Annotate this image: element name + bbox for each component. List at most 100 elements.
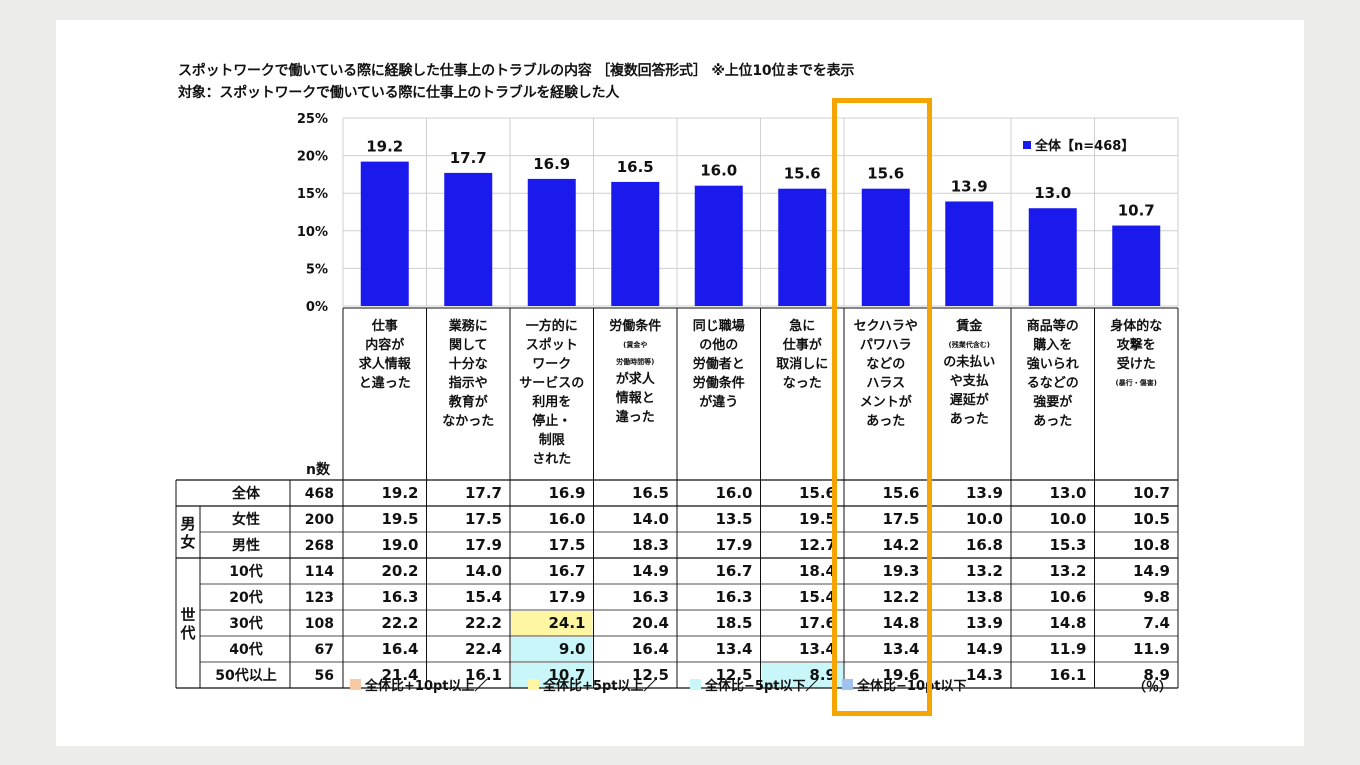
category-label-line: 一方的に <box>526 318 578 334</box>
category-label-line: 関して <box>449 338 488 353</box>
category-label-line: 賃金 <box>955 318 983 334</box>
bar <box>778 188 827 306</box>
legend-bottom-swatch <box>690 679 701 690</box>
category-label-line: スポット <box>526 337 578 353</box>
table-cell: 22.2 <box>381 614 418 632</box>
table-cell: 11.9 <box>1049 640 1086 658</box>
bar-value-label: 19.2 <box>366 138 403 156</box>
category-label-line: 業務に <box>448 318 488 334</box>
table-cell: 19.3 <box>882 562 919 580</box>
table-cell: 19.6 <box>882 666 919 684</box>
table-cell: 14.9 <box>1133 562 1170 580</box>
table-cell: 15.3 <box>1049 536 1086 554</box>
table-cell: 24.1 <box>548 614 585 632</box>
table-cell: 19.5 <box>799 510 836 528</box>
cell-highlight <box>511 611 593 636</box>
table-cell: 14.2 <box>882 536 919 554</box>
slide <box>56 20 1304 746</box>
table-cell: 14.0 <box>632 510 669 528</box>
table-cell: 18.4 <box>799 562 836 580</box>
category-label: 賃金 (残業代含む) の未払いや支払遅延があった <box>943 318 995 427</box>
table-cell: 17.5 <box>548 536 585 554</box>
table-cell: 20.4 <box>632 614 669 632</box>
legend-bottom-label: 全体比−10pt以下 <box>856 678 967 694</box>
category-label-line: ワーク <box>532 357 571 372</box>
table-cell: 13.4 <box>799 640 836 658</box>
category-label: 仕事内容が求人情報と違った <box>359 318 412 391</box>
table-cell: 13.9 <box>966 484 1003 502</box>
category-label-line: 購入を <box>1032 337 1072 353</box>
group-label-char: 男 <box>180 515 195 533</box>
category-label-line: が求人 <box>616 371 656 387</box>
legend-bottom-swatch <box>528 679 539 690</box>
table-cell: 8.9 <box>809 666 836 684</box>
table-cell: 15.4 <box>465 588 502 606</box>
table-cell: 12.2 <box>882 588 919 606</box>
table-cell: 7.4 <box>1143 614 1170 632</box>
table-cell: 14.9 <box>966 640 1003 658</box>
table-cell: 12.7 <box>799 536 836 554</box>
category-label-line: るなどの <box>1027 376 1079 391</box>
legend-swatch <box>1023 141 1031 149</box>
bar <box>527 178 576 306</box>
category-label-line: 急に <box>789 318 815 334</box>
category-label-line: 求人情報 <box>359 356 412 372</box>
category-label-line: 労働時間等) <box>616 357 654 366</box>
table-cell: 17.9 <box>465 536 502 554</box>
table-cell: 13.5 <box>715 510 752 528</box>
table-cell: 19.0 <box>381 536 418 554</box>
category-label-line: 内容が <box>365 337 404 353</box>
category-label: セクハラやパワハラなどのハラスメントがあった <box>854 319 918 429</box>
category-label-line: 仕事 <box>371 318 398 334</box>
table-cell: 21.4 <box>381 666 418 684</box>
table-cell: 16.1 <box>1049 666 1086 684</box>
cell-highlight <box>511 663 593 688</box>
row-label: 40代 <box>229 641 262 658</box>
row-n: 468 <box>305 486 334 502</box>
category-label-line: された <box>532 452 571 467</box>
bar-value-label: 13.0 <box>1034 184 1071 202</box>
row-label: 男性 <box>232 537 260 554</box>
category-label: 労働条件 (賃金や労働時間等) が求人情報と違った <box>609 318 661 425</box>
table-cell: 13.8 <box>966 588 1003 606</box>
cell-highlight <box>761 663 843 688</box>
row-n: 108 <box>305 616 334 632</box>
category-label-line: 受けた <box>1117 356 1156 372</box>
legend-label: 全体【n=468】 <box>1034 138 1134 154</box>
table-cell: 16.3 <box>632 588 669 606</box>
table-cell: 14.3 <box>966 666 1003 684</box>
table-cell: 19.5 <box>381 510 418 528</box>
row-n: 200 <box>305 512 334 528</box>
bar <box>945 201 994 306</box>
table-cell: 8.9 <box>1143 666 1170 684</box>
category-label-line: あった <box>866 414 905 429</box>
table-cell: 16.7 <box>715 562 752 580</box>
row-label: 20代 <box>229 589 262 606</box>
row-n: 123 <box>305 590 334 606</box>
row-n: 268 <box>305 538 334 554</box>
table-cell: 14.8 <box>1049 614 1086 632</box>
table-cell: 10.6 <box>1049 588 1086 606</box>
category-label-line: 強いられ <box>1027 356 1079 372</box>
category-label: 身体的な攻撃を受けた (暴行・傷害) <box>1110 318 1162 387</box>
category-label-line: 労働条件 <box>609 318 661 334</box>
y-tick-label: 5% <box>306 262 328 277</box>
table-cell: 10.7 <box>548 666 585 684</box>
category-label-line: 商品等の <box>1027 318 1079 334</box>
category-label-line: 指示や <box>449 375 488 391</box>
category-label-line: あった <box>950 412 989 427</box>
category-label-line: (残業代含む) <box>949 340 990 349</box>
table-cell: 19.2 <box>381 484 418 502</box>
table-cell: 22.4 <box>465 640 502 658</box>
table-cell: 17.9 <box>715 536 752 554</box>
y-tick-label: 20% <box>297 150 328 165</box>
unit-label: （％） <box>1133 679 1172 695</box>
table-cell: 12.5 <box>632 666 669 684</box>
table-cell: 17.5 <box>465 510 502 528</box>
legend-bottom-swatch <box>350 679 361 690</box>
table-cell: 9.8 <box>1143 588 1170 606</box>
category-label: 商品等の購入を強いられるなどの強要があった <box>1027 318 1079 429</box>
table-cell: 22.2 <box>465 614 502 632</box>
category-label-line: (暴行・傷害) <box>1116 378 1157 387</box>
group-label: 世代 <box>179 606 195 642</box>
